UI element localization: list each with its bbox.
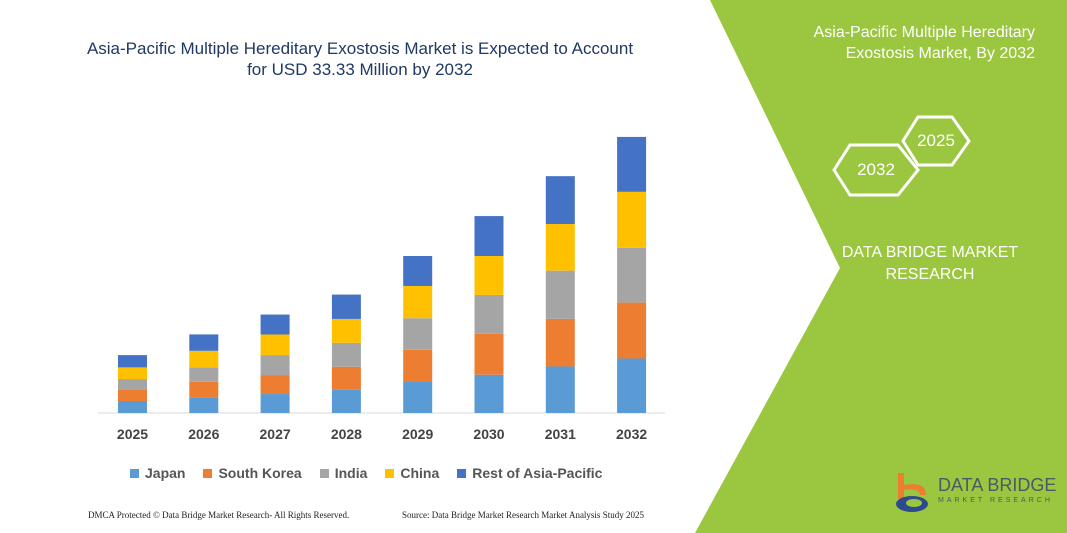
legend-swatch xyxy=(385,468,395,478)
bar-2032-japan xyxy=(617,358,647,413)
x-tick-label: 2026 xyxy=(188,426,219,442)
footer-source: Source: Data Bridge Market Research Mark… xyxy=(402,510,644,520)
x-tick-label: 2028 xyxy=(331,426,362,442)
bar-2025-japan xyxy=(118,400,147,413)
x-tick-label: 2030 xyxy=(473,426,504,442)
bar-2031-japan xyxy=(545,366,575,413)
bar-2025-india xyxy=(118,379,147,390)
bar-2029-japan xyxy=(403,381,433,413)
logo-icon xyxy=(896,473,928,512)
legend-label: South Korea xyxy=(218,465,302,481)
bar-2031-india xyxy=(545,270,575,319)
bar-2029-india xyxy=(403,318,433,350)
hex-label-2025: 2025 xyxy=(917,131,955,150)
bar-2026-rest-of-asia-pacific xyxy=(189,334,219,351)
bar-2031-rest-of-asia-pacific xyxy=(545,176,575,225)
bar-2026-india xyxy=(189,367,219,382)
legend-label: Japan xyxy=(145,465,186,481)
bar-2028-china xyxy=(331,318,361,343)
bar-2031-china xyxy=(545,224,575,271)
side-brand: DATA BRIDGE MARKET RESEARCH xyxy=(841,244,1019,283)
legend-item: India xyxy=(319,465,368,481)
bar-2026-china xyxy=(189,350,219,368)
bar-2032-rest-of-asia-pacific xyxy=(617,136,647,192)
bar-2028-japan xyxy=(331,389,361,413)
side-title: Asia-Pacific Multiple Hereditary Exostos… xyxy=(813,24,1035,62)
bar-2030-rest-of-asia-pacific xyxy=(474,216,504,256)
bars xyxy=(118,136,647,413)
bar-2032-india xyxy=(617,247,647,303)
bar-2027-japan xyxy=(260,394,290,413)
bar-2025-south-korea xyxy=(118,389,147,401)
bar-2028-rest-of-asia-pacific xyxy=(331,294,361,319)
legend-swatch xyxy=(130,468,139,478)
legend-label: India xyxy=(334,465,368,481)
legend: Japan South Korea India China Rest of Asia-P… xyxy=(130,465,602,481)
footer-copyright: DMCA Protected © Data Bridge Market Rese… xyxy=(88,510,350,520)
bar-2028-south-korea xyxy=(331,366,361,390)
bar-2030-south-korea xyxy=(474,333,504,375)
bar-2026-south-korea xyxy=(189,381,219,398)
bar-2027-south-korea xyxy=(260,375,290,395)
legend-label: Rest of Asia-Pacific xyxy=(472,465,603,481)
legend-item: South Korea xyxy=(203,465,302,481)
bar-2029-china xyxy=(403,285,433,319)
legend-item: China xyxy=(385,465,439,481)
bar-2026-japan xyxy=(189,397,219,413)
x-tick-label: 2027 xyxy=(260,426,291,442)
bar-2032-south-korea xyxy=(617,302,647,359)
legend-swatch xyxy=(457,468,467,478)
bar-2027-india xyxy=(260,355,290,376)
hexagon-2025 xyxy=(901,115,971,167)
bar-2029-south-korea xyxy=(403,349,433,382)
x-tick-label: 2032 xyxy=(616,426,647,442)
bar-2025-rest-of-asia-pacific xyxy=(118,355,147,368)
chart-title: Asia-Pacific Multiple Hereditary Exostos… xyxy=(86,39,634,79)
x-tick-label: 2031 xyxy=(545,426,576,442)
bar-2027-china xyxy=(260,334,290,356)
legend-item: Japan xyxy=(130,465,185,481)
green-panel xyxy=(695,0,1067,533)
bar-2027-rest-of-asia-pacific xyxy=(260,314,290,335)
legend-swatch xyxy=(203,468,213,478)
bar-2032-china xyxy=(617,191,647,248)
bar-2028-india xyxy=(331,342,361,367)
legend-swatch xyxy=(319,468,329,478)
x-tick-label: 2025 xyxy=(117,426,148,442)
bar-2030-japan xyxy=(474,374,504,413)
hexagon-2032 xyxy=(832,143,920,197)
bar-2030-india xyxy=(474,294,504,334)
bar-2030-china xyxy=(474,255,504,295)
bar-2029-rest-of-asia-pacific xyxy=(403,255,433,286)
logo-name: DATA BRIDGE xyxy=(938,475,1057,495)
x-tick-labels: 2025 2026 2027 2028 2029 2030 2031 2032 xyxy=(117,426,647,442)
legend-label: China xyxy=(400,465,440,481)
legend-item: Rest of Asia-Pacific xyxy=(457,465,602,481)
bar-2025-china xyxy=(118,367,147,380)
x-tick-label: 2029 xyxy=(402,426,433,442)
logo-subtitle: MARKET RESEARCH xyxy=(938,497,1053,504)
hex-label-2032: 2032 xyxy=(857,160,895,179)
bar-2031-south-korea xyxy=(545,318,575,367)
